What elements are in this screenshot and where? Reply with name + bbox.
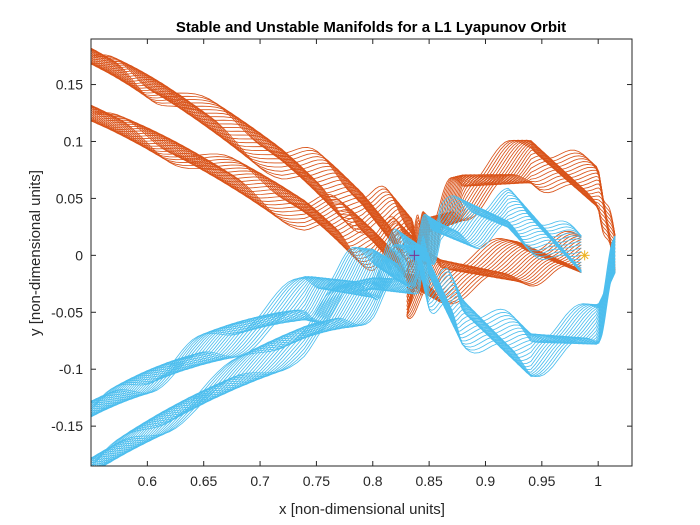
trajectory xyxy=(92,235,616,466)
y-tick-label: 0 xyxy=(75,247,83,263)
plus-marker xyxy=(409,250,420,261)
trajectory xyxy=(91,55,582,286)
y-tick-label: 0.05 xyxy=(56,190,83,206)
x-tick-label: 0.6 xyxy=(138,473,158,489)
trajectory xyxy=(91,54,582,285)
y-tick-label: -0.05 xyxy=(51,304,83,320)
x-tick-label: 0.85 xyxy=(416,473,443,489)
trajectory xyxy=(94,235,616,466)
y-axis-label: y [non-dimensional units] xyxy=(27,170,44,336)
marker-layer xyxy=(409,250,590,261)
trajectory xyxy=(100,239,616,466)
trajectory xyxy=(102,244,616,466)
x-axis: 0.6 0.65 0.7 0.75 0.8 0.85 0.9 0.95 1 xyxy=(138,39,602,489)
x-tick-label: 0.7 xyxy=(250,473,270,489)
x-axis-label: x [non-dimensional units] xyxy=(279,501,445,518)
x-tick-label: 0.75 xyxy=(303,473,330,489)
x-tick-label: 0.8 xyxy=(363,473,383,489)
series-layer xyxy=(91,47,616,466)
trajectory xyxy=(91,113,616,255)
manifold-series-3 xyxy=(91,235,616,466)
y-tick-label: 0.15 xyxy=(56,77,83,93)
y-axis: 0.15 0.1 0.05 0 -0.05 -0.1 -0.15 xyxy=(51,77,632,434)
trajectory xyxy=(91,235,616,466)
chart-title: Stable and Unstable Manifolds for a L1 L… xyxy=(176,19,566,36)
y-tick-label: -0.15 xyxy=(51,418,83,434)
x-tick-label: 1 xyxy=(594,473,602,489)
trajectory xyxy=(91,189,582,412)
trajectory xyxy=(91,111,616,254)
y-tick-label: 0.1 xyxy=(64,133,84,149)
trajectory xyxy=(91,57,582,287)
plot-frame xyxy=(90,38,633,467)
trajectory xyxy=(102,241,616,466)
trajectory xyxy=(91,187,582,410)
trajectory xyxy=(91,246,616,466)
x-tick-label: 0.9 xyxy=(476,473,496,489)
x-tick-label: 0.95 xyxy=(528,473,555,489)
trajectory xyxy=(91,191,582,414)
star-marker xyxy=(579,250,590,261)
y-tick-label: -0.1 xyxy=(59,361,83,377)
x-tick-label: 0.65 xyxy=(190,473,217,489)
